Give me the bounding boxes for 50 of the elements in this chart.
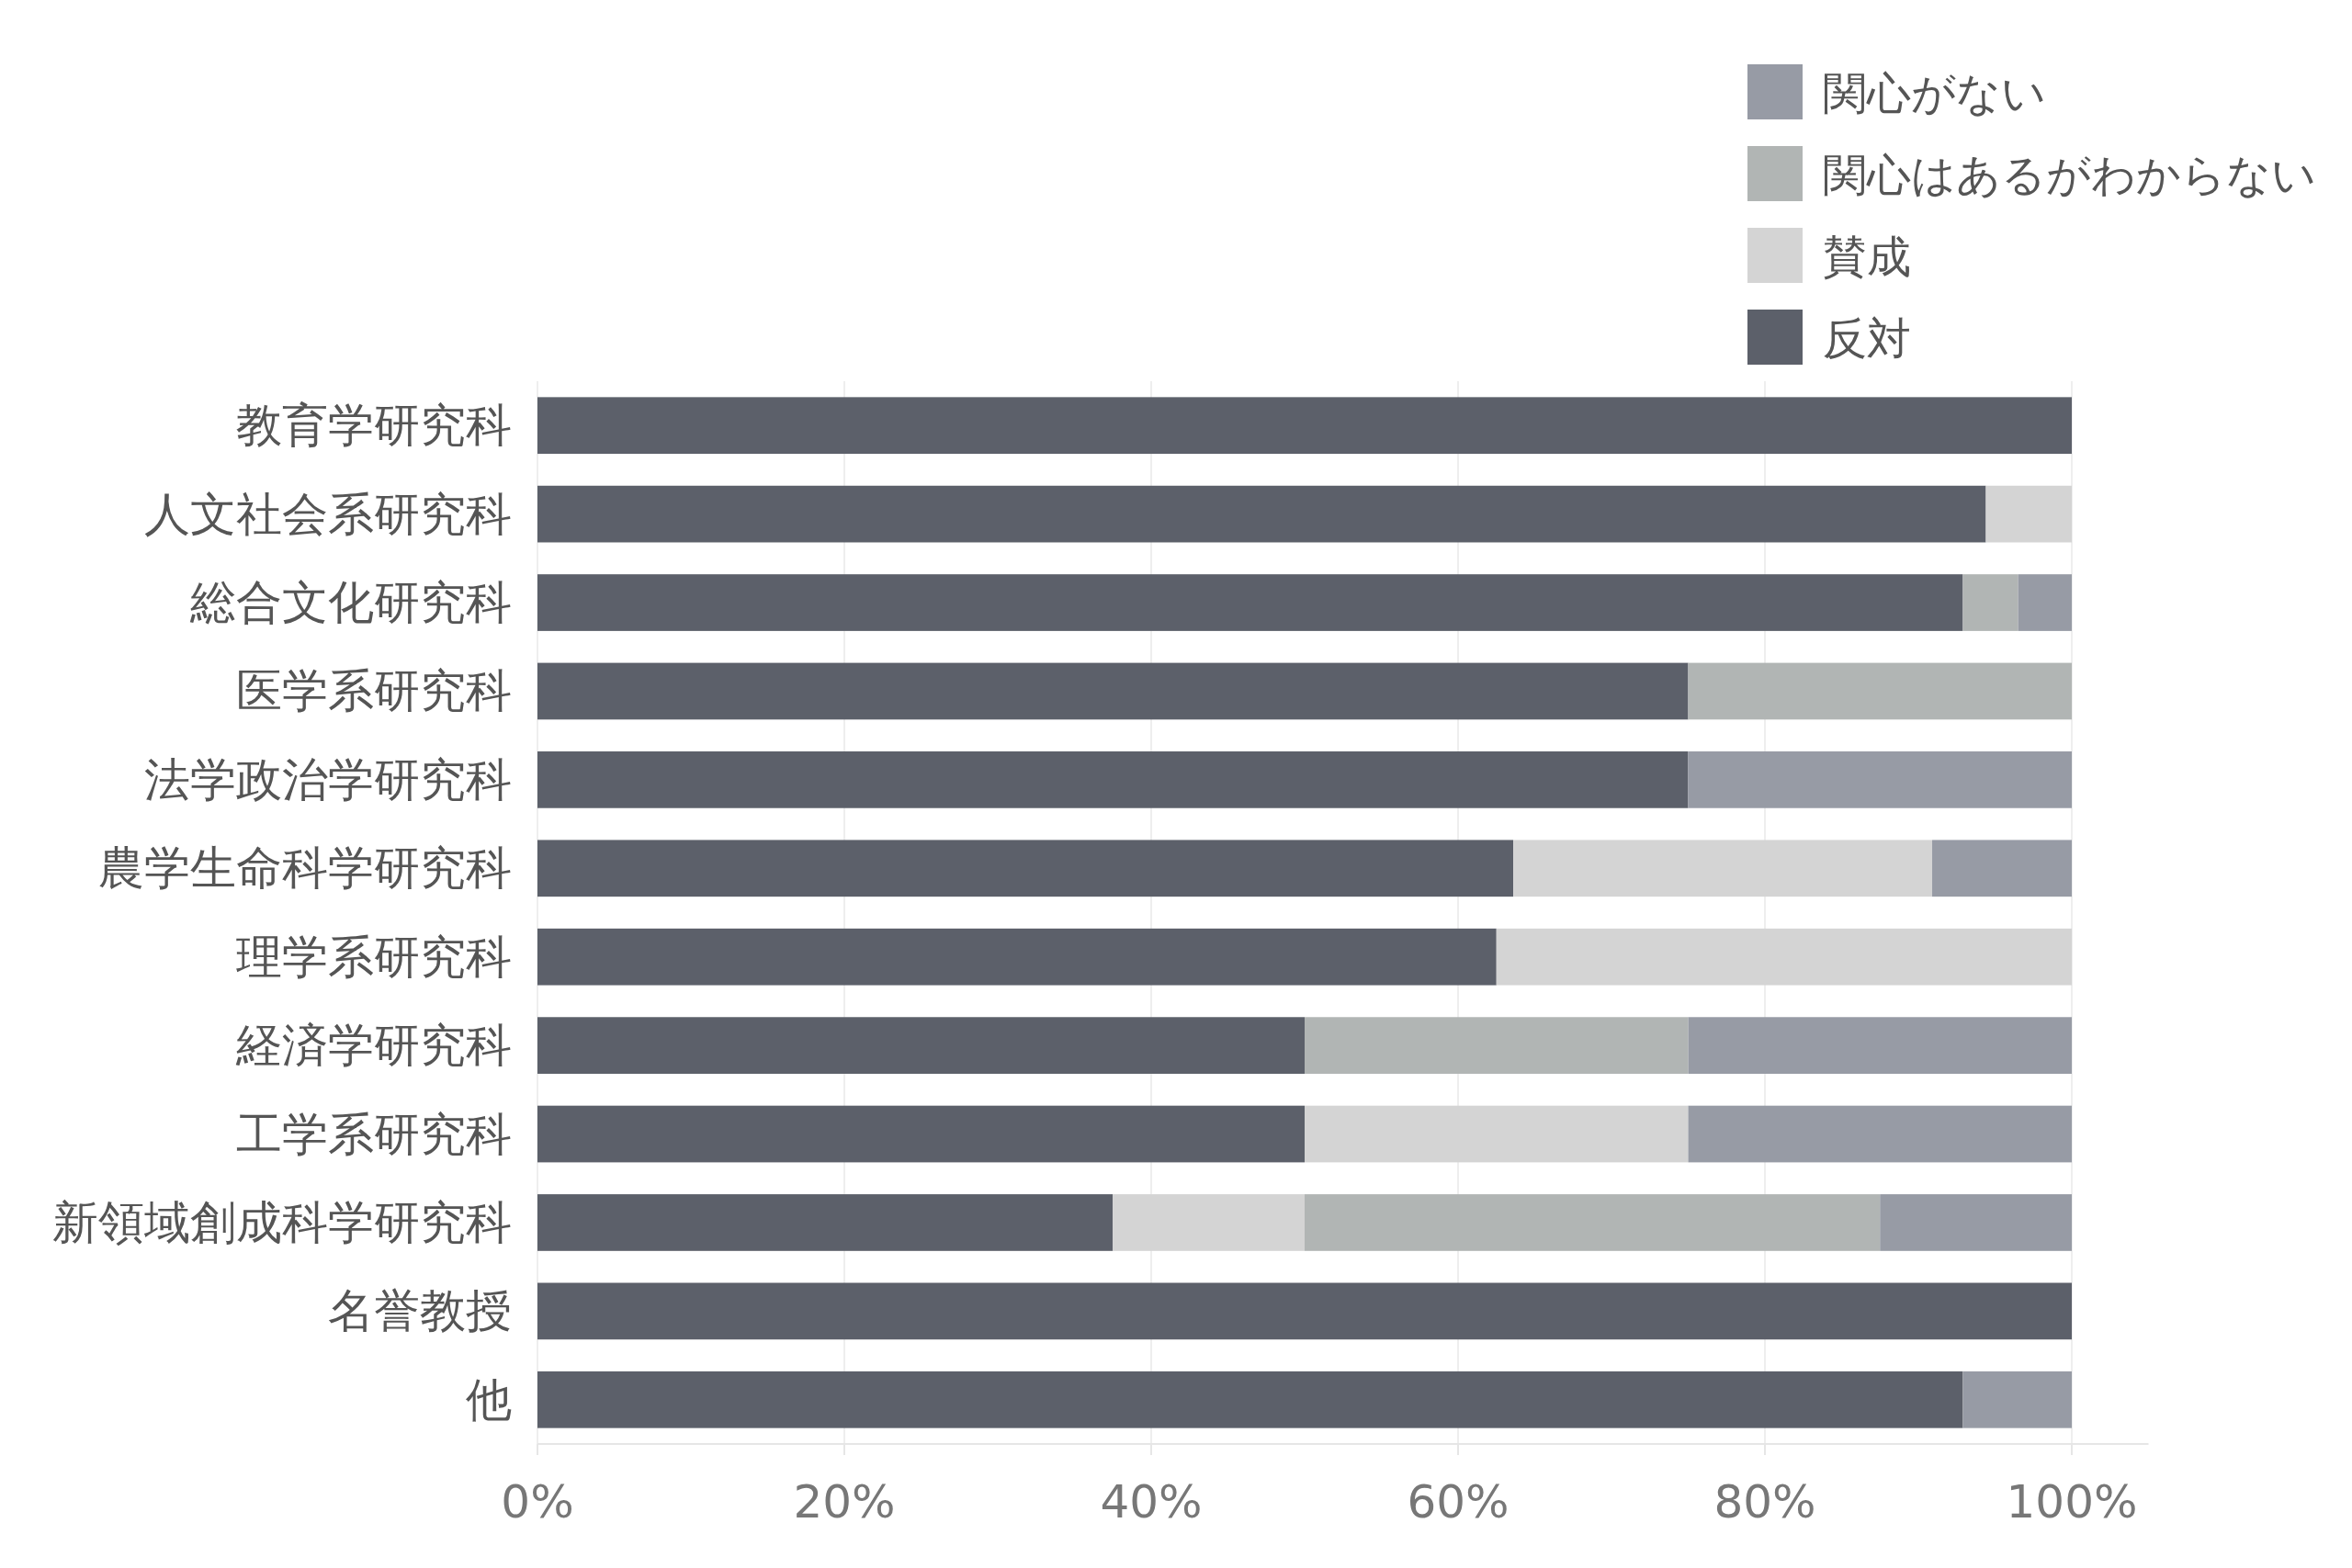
x-tick-label: 0% — [501, 1475, 574, 1529]
y-tick-label: 農学生命科学研究科 — [98, 841, 512, 896]
y-tick-label: 医学系研究科 — [236, 664, 512, 718]
bar — [2018, 574, 2072, 631]
bar — [1962, 574, 2018, 631]
bar — [1880, 1194, 2072, 1251]
bar — [1932, 840, 2072, 897]
y-tick-label: 名誉教授 — [328, 1284, 512, 1338]
y-tick-label: 人文社会系研究科 — [144, 487, 512, 541]
bar — [1985, 485, 2072, 543]
bar — [537, 1017, 1305, 1074]
y-tick-label: 総合文化研究科 — [189, 576, 512, 630]
bar — [1113, 1194, 1305, 1251]
bar — [537, 751, 1689, 808]
x-tick-label: 80% — [1713, 1475, 1816, 1529]
bar — [1688, 662, 2072, 720]
y-tick-label: 経済学研究科 — [235, 1019, 512, 1073]
legend-label: 関心はあるがわからない — [1823, 149, 2316, 200]
bar — [1305, 1105, 1689, 1163]
bar — [537, 662, 1689, 720]
legend-label: 賛成 — [1823, 231, 1911, 282]
x-tick-label: 20% — [793, 1475, 896, 1529]
x-tick-label: 40% — [1100, 1475, 1203, 1529]
bar — [537, 485, 1986, 543]
bar — [1688, 751, 2072, 808]
bar — [537, 397, 2072, 455]
y-tick-label: 理学系研究科 — [236, 930, 512, 984]
bar — [1688, 1017, 2072, 1074]
bar — [537, 574, 1963, 631]
legend-label: 反対 — [1823, 312, 1911, 364]
bar — [1305, 1194, 1881, 1251]
y-tick-label: 法学政治学研究科 — [144, 752, 512, 807]
y-tick-label: 教育学研究科 — [236, 399, 512, 453]
bar — [1513, 840, 1933, 897]
x-tick-label: 60% — [1407, 1475, 1510, 1529]
bar — [1688, 1105, 2072, 1163]
bar — [537, 928, 1497, 986]
bar — [537, 1105, 1305, 1163]
legend-label: 関心がない — [1823, 67, 2046, 118]
bar — [1496, 928, 2072, 986]
bar — [537, 1194, 1114, 1251]
bar — [537, 1371, 1963, 1428]
y-tick-label: 工学系研究科 — [236, 1107, 512, 1161]
x-tick-label: 100% — [2006, 1475, 2138, 1529]
bar — [537, 1282, 2072, 1340]
bar — [537, 840, 1514, 897]
y-tick-label: 新領域創成科学研究科 — [52, 1195, 512, 1249]
bar — [1962, 1371, 2072, 1428]
bar — [1305, 1017, 1689, 1074]
y-tick-label: 他 — [466, 1372, 512, 1427]
